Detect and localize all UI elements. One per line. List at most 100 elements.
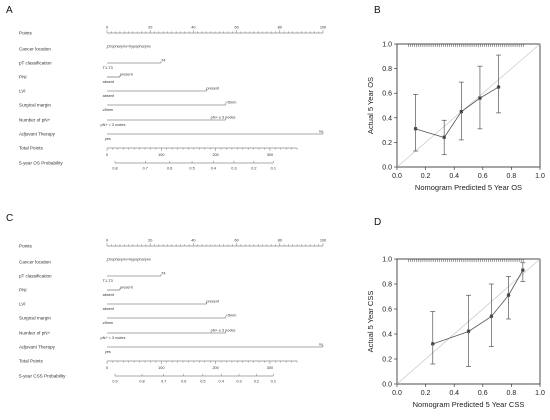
nomogram-css-prob-tick-label: 0.2 (254, 380, 259, 384)
nomogram-os-total-tick-label: 300 (267, 153, 273, 157)
calibration-css-y-tick-label: 1.0 (382, 257, 392, 264)
calibration-os-point-marker: × (478, 95, 482, 102)
nomogram-css-factor-level: T1-T3 (103, 279, 113, 283)
calibration-css-x-tick-label: 0.6 (478, 390, 488, 397)
nomogram-os-total-tick-label: 100 (158, 153, 164, 157)
nomogram-os-prob-tick-label: 0.8 (112, 167, 117, 171)
nomogram-os-row-label: 5-year OS Probability (19, 161, 63, 166)
calibration-os-x-axis-label: Nomogram Predicted 5 Year OS (415, 183, 522, 192)
nomogram-css-prob-tick-label: 0.5 (200, 380, 205, 384)
nomogram-os-points-tick-label: 40 (191, 26, 195, 30)
nomogram-css-row-label: PNI (19, 288, 27, 293)
panel-label-b: B (374, 5, 381, 16)
calibration-os-frame (396, 43, 541, 168)
calibration-css-y-tick-label: 0.0 (382, 382, 392, 389)
calibration-os-x-tick-label: 1.0 (535, 173, 545, 180)
calibration-css-frame (396, 258, 541, 385)
calibration-os-point-marker: × (459, 109, 463, 116)
calibration-css-data-point (521, 268, 525, 273)
nomogram-os-factor-level: pN+ < 3 nodes (101, 123, 126, 127)
calibration-os-calibration-line (415, 86, 499, 138)
nomogram-os-points-tick-label: 0 (106, 26, 108, 30)
calibration-css-x-tick-label: 0.2 (421, 390, 431, 397)
nomogram-os-factor-level: absent (103, 94, 115, 98)
nomogram-os-factor-level: present (120, 73, 134, 77)
nomogram-css-row-label: Number of pN+ (19, 331, 51, 336)
calibration-css-calibration-line (432, 270, 524, 345)
nomogram-css-factor-level: present (120, 286, 134, 290)
calibration-css-y-axis-label: Actual 5 Year CSS (366, 291, 375, 353)
nomogram-css: Points 0 20 40 60 80 100 Cancer location Orophar… (19, 239, 326, 384)
calibration-css-point-marker: × (466, 329, 470, 336)
nomogram-os-factor-level: present (206, 87, 220, 91)
nomogram-css-total-tick-label: 0 (106, 366, 108, 370)
nomogram-os-prob-tick-label: 0.4 (211, 167, 216, 171)
calibration-css-x-tick-label: 0.0 (392, 390, 402, 397)
nomogram-css-points-tick-label: 100 (320, 239, 326, 243)
nomogram-os-points-tick-label: 100 (320, 26, 326, 30)
nomogram-os-prob-tick-label: 0.5 (189, 167, 194, 171)
calibration-css-x-tick-label: 0.8 (507, 390, 517, 397)
nomogram-os-row-label: Points (19, 31, 32, 36)
nomogram-os-prob-tick-label: 0.7 (143, 167, 148, 171)
nomogram-css-factor-level: pN+ < 3 nodes (101, 336, 126, 340)
calibration-css-y-tick-label: 0.6 (382, 307, 392, 314)
calibration-css-data-point (430, 342, 435, 346)
nomogram-os-factor-level: Oropharynx+hypopharynx (107, 45, 151, 49)
calibration-os-y-tick-label: 0.2 (382, 140, 392, 147)
nomogram-os-row-label: Adjuvant Therapy (19, 132, 56, 137)
nomogram-css-factor-level: Oropharynx+hypopharynx (107, 258, 151, 262)
calibration-css-point-marker: × (506, 292, 510, 299)
calibration-css-data-point (466, 329, 471, 334)
nomogram-css-factor-level: T4 (161, 272, 165, 276)
nomogram-css-row-label: Adjuvant Therapy (19, 345, 56, 350)
calibration-os-y-tick-label: 0.0 (382, 165, 392, 172)
calibration-css-x-axis-label: Nomogram Predicted 5 Year CSS (413, 400, 525, 409)
calibration-os-x-tick-label: 0.6 (478, 173, 488, 180)
nomogram-css-prob-tick-label: 0.3 (236, 380, 241, 384)
nomogram-os-prob-tick-label: 0.2 (251, 167, 256, 171)
panel-label-a: A (6, 5, 13, 16)
calibration-css-x-tick-label: 0.4 (449, 390, 459, 397)
panel-label-d: D (374, 217, 381, 228)
nomogram-os-row-label: LVI (19, 89, 26, 94)
nomogram-os-factor-level: absent (103, 80, 115, 84)
nomogram-css-prob-tick-label: 0.9 (112, 380, 117, 384)
nomogram-os-factor-level: yes (105, 137, 111, 141)
calibration-os-x-tick-label: 0.0 (392, 173, 402, 180)
nomogram-os-factor-level: T1-T3 (103, 66, 113, 70)
calibration-css-y-tick-label: 0.2 (382, 357, 392, 364)
nomogram-os-row-label: Total Points (19, 146, 43, 151)
calibration-plot-css: 0.0 0.2 0.4 0.6 0.8 1.0 0.0 0.2 0.4 0.6 0.8 1.0 Nomo… (366, 257, 545, 410)
nomogram-os-factor-level: no (319, 130, 323, 134)
nomogram-os-factor-level: T4 (161, 59, 165, 63)
calibration-os-y-tick-label: 1.0 (382, 42, 392, 49)
nomogram-os-factor-level: pN+ ≥ 3 nodes (211, 116, 236, 120)
nomogram-os-row-label: pT classification (19, 61, 52, 66)
nomogram-os-total-tick-label: 200 (212, 153, 218, 157)
nomogram-css-row-label: Points (19, 244, 32, 249)
calibration-os-y-tick-label: 0.8 (382, 66, 392, 73)
nomogram-css-points-tick-label: 80 (278, 239, 282, 243)
calibration-css-x-tick-label: 1.0 (535, 390, 545, 397)
nomogram-css-row-label: LVI (19, 302, 26, 307)
calibration-os-y-tick-label: 0.6 (382, 91, 392, 98)
calibration-os-x-tick-label: 0.4 (449, 173, 459, 180)
nomogram-os-points-tick-label: 80 (278, 26, 282, 30)
nomogram-os-points-tick-label: 20 (148, 26, 152, 30)
nomogram-os-points-tick-label: 60 (234, 26, 238, 30)
calibration-css-y-tick-label: 0.4 (382, 332, 392, 339)
nomogram-css-prob-tick-label: 0.8 (139, 380, 144, 384)
nomogram-css-points-tick-label: 40 (191, 239, 195, 243)
nomogram-css-total-tick-label: 200 (212, 366, 218, 370)
nomogram-css-factor-level: pN+ ≥ 3 nodes (211, 329, 236, 333)
calibration-os-ideal-line (396, 43, 541, 168)
nomogram-css-prob-tick-label: 0.1 (271, 380, 276, 384)
calibration-os-point-marker: × (414, 126, 418, 133)
calibration-css-point-marker: × (489, 314, 493, 321)
calibration-css-y-tick-label: 0.8 (382, 282, 392, 289)
nomogram-css-row-label: Surgical margin (19, 316, 51, 321)
nomogram-css-factor-level: absent (103, 307, 115, 311)
nomogram-os-row-label: Cancer location (19, 47, 51, 52)
nomogram-css-factor-level: no (319, 343, 323, 347)
